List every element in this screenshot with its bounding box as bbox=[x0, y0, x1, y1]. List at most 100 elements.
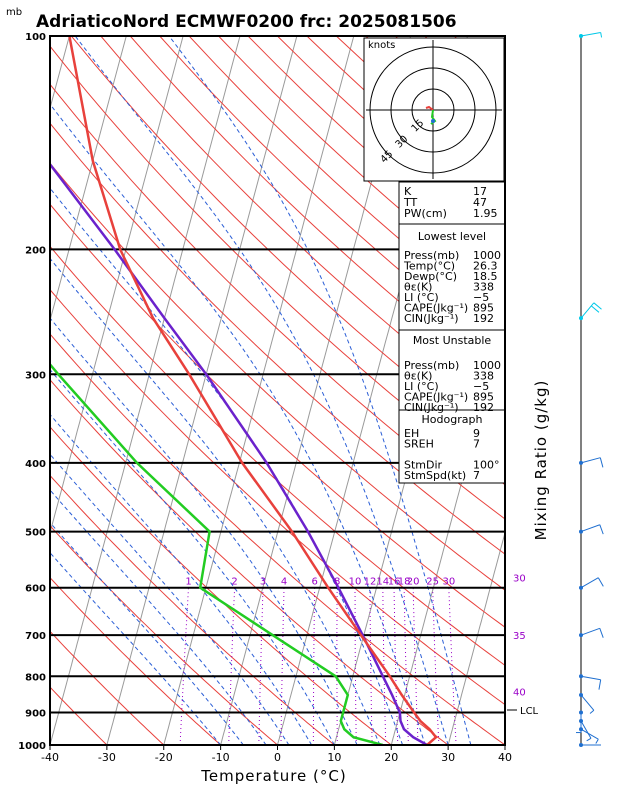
moist-adiabat-line bbox=[50, 368, 335, 745]
mixing-ratio-label: 30 bbox=[442, 577, 455, 588]
hodograph-inset: knots 15 30 45 bbox=[363, 37, 505, 182]
dry-adiabat-line bbox=[70, 36, 505, 453]
index-label: TT bbox=[403, 196, 418, 209]
wind-barb-flag bbox=[600, 32, 603, 38]
moist-adiabat-line bbox=[50, 413, 313, 745]
dry-adiabat-line bbox=[50, 162, 505, 591]
isotherm-line bbox=[277, 36, 468, 745]
x-tick-label: 10 bbox=[327, 751, 341, 764]
most-unstable-heading: Most Unstable bbox=[413, 334, 492, 347]
wind-barb bbox=[579, 674, 602, 690]
index-label: CIN(Jkg⁻¹) bbox=[404, 401, 459, 414]
x-tick-label: -20 bbox=[155, 751, 173, 764]
wind-barb-shaft bbox=[580, 627, 600, 636]
moist-adiabat-line bbox=[74, 36, 449, 745]
wind-barb-flag bbox=[593, 302, 602, 310]
chart-title: AdriaticoNord ECMWF0200 frc: 2025081506 bbox=[36, 12, 457, 32]
index-value: 1.95 bbox=[473, 207, 498, 220]
isotherm-line bbox=[0, 36, 13, 745]
dry-adiabat-line bbox=[50, 122, 505, 555]
isotherm-line bbox=[106, 36, 298, 745]
mixing-ratio-label: 25 bbox=[426, 577, 439, 588]
hodograph-storm-motion-dot bbox=[431, 119, 435, 123]
index-value: 26.3 bbox=[473, 260, 498, 273]
wind-barb-flag bbox=[598, 679, 602, 690]
x-tick-label: 20 bbox=[384, 751, 398, 764]
indices-frame bbox=[398, 181, 506, 484]
index-label: Press(mb) bbox=[404, 359, 459, 372]
isotherm-line bbox=[390, 318, 505, 745]
moist-adiabat-line bbox=[50, 187, 404, 745]
dry-adiabat-line bbox=[50, 576, 221, 745]
mixing-ratio-label: 4 bbox=[281, 577, 287, 588]
wind-barb-shaft bbox=[580, 728, 599, 740]
isotherm-label: 40 bbox=[513, 687, 526, 698]
wind-barb-shaft bbox=[580, 32, 601, 37]
index-value: −5 bbox=[473, 380, 489, 393]
wind-barb-flag bbox=[599, 524, 604, 535]
index-label: StmSpd(kt) bbox=[404, 469, 466, 482]
index-value: 895 bbox=[473, 391, 494, 404]
dry-adiabat-line bbox=[50, 288, 505, 706]
pressure-unit-label: mb bbox=[6, 7, 22, 18]
mixing-ratio-label: 16 bbox=[388, 577, 401, 588]
dry-adiabat-line bbox=[50, 203, 505, 628]
isotherm-label: 35 bbox=[513, 631, 526, 642]
dry-adiabat-line bbox=[50, 686, 108, 745]
pressure-tick-label: 100 bbox=[25, 32, 46, 43]
wind-barb bbox=[579, 302, 602, 321]
wind-barb bbox=[579, 743, 601, 747]
wind-barb-flag bbox=[595, 738, 599, 744]
index-value: −5 bbox=[473, 291, 489, 304]
mixing-ratio-line bbox=[403, 587, 409, 745]
wind-barb-flag bbox=[586, 737, 592, 742]
wind-barb bbox=[579, 457, 604, 468]
profile-lines bbox=[50, 36, 438, 745]
pressure-tick-label: 700 bbox=[25, 631, 46, 642]
moist-adiabat-line bbox=[168, 36, 472, 745]
index-value: 1000 bbox=[473, 249, 501, 262]
wind-barb-flag bbox=[597, 577, 604, 587]
x-tick-label: -40 bbox=[41, 751, 59, 764]
wind-barb-flag bbox=[599, 457, 604, 468]
index-label: θε(K) bbox=[404, 370, 432, 383]
index-value: 7 bbox=[473, 438, 480, 451]
wind-barb bbox=[579, 692, 595, 714]
index-value: 100° bbox=[473, 459, 500, 472]
mixing-ratio-label: 3 bbox=[260, 577, 266, 588]
wind-barb-shaft bbox=[580, 577, 599, 589]
mixing-ratio-label: 8 bbox=[334, 577, 340, 588]
moist-adiabat-line bbox=[50, 103, 426, 745]
moist-adiabat-line bbox=[50, 257, 381, 745]
dry-adiabat-line bbox=[50, 379, 449, 745]
index-value: 17 bbox=[473, 185, 487, 198]
moist-adiabat-line bbox=[50, 453, 290, 745]
x-axis-title: Temperature (°C) bbox=[200, 767, 346, 785]
hodograph-trace-upper bbox=[425, 105, 434, 111]
wind-barb-shaft bbox=[580, 675, 601, 681]
wind-barb-flag bbox=[590, 305, 600, 313]
wind-barb bbox=[579, 727, 599, 744]
index-value: 7 bbox=[473, 469, 480, 482]
parcel-profile-line bbox=[50, 162, 428, 745]
index-label: CAPE(Jkg⁻¹) bbox=[404, 302, 468, 315]
x-tick-label: 30 bbox=[441, 751, 455, 764]
pressure-tick-label: 600 bbox=[25, 584, 46, 595]
index-label: StmDir bbox=[404, 459, 443, 472]
pressure-tick-label: 300 bbox=[25, 370, 46, 381]
pressure-tick-label: 800 bbox=[25, 672, 46, 683]
x-tick-label: 40 bbox=[498, 751, 512, 764]
indices-panel: K 17 TT 47 PW(cm) 1.95 Lowest level Press(mb)… bbox=[398, 181, 506, 484]
wind-barb-shaft bbox=[580, 524, 600, 533]
wind-barb-shaft bbox=[580, 302, 595, 319]
isotherm-line bbox=[50, 36, 127, 323]
mixing-ratio-label: 6 bbox=[311, 577, 317, 588]
moist-adiabat-line bbox=[50, 317, 358, 745]
index-label: Press(mb) bbox=[404, 249, 459, 262]
x-tick-label: -30 bbox=[98, 751, 116, 764]
lcl-label: LCL bbox=[520, 706, 539, 717]
wind-barb bbox=[579, 32, 603, 38]
isotherm-line bbox=[562, 36, 618, 745]
dry-adiabat-line bbox=[50, 245, 505, 666]
